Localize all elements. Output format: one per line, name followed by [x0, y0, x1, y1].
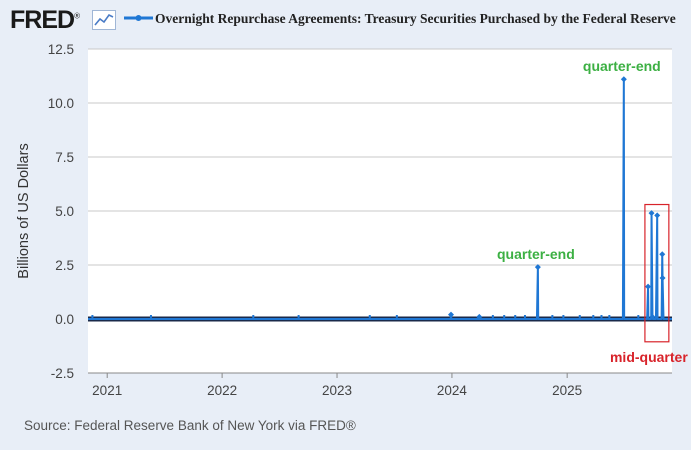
data-point	[476, 313, 483, 320]
y-tick-label: 2.5	[55, 258, 74, 273]
data-marker-small	[297, 315, 300, 319]
data-marker-small	[592, 315, 595, 319]
data-point	[659, 251, 666, 258]
x-tick-label: 2024	[437, 383, 468, 398]
data-marker-small	[523, 315, 526, 319]
data-point	[659, 274, 666, 281]
y-tick-label: 0.0	[55, 312, 74, 327]
source-note: Source: Federal Reserve Bank of New York…	[24, 418, 356, 433]
annotation-layer: quarter-end quarter-end mid-quarter	[497, 58, 688, 365]
fred-logo-text: FRED	[10, 6, 75, 34]
legend-line-swatch	[124, 15, 153, 21]
data-marker-small	[252, 315, 255, 319]
chart-title: Overnight Repurchase Agreements: Treasur…	[155, 11, 676, 26]
x-tick-label: 2021	[92, 383, 122, 398]
mid-quarter-box	[644, 203, 670, 343]
y-axis-ticks: -2.5 0.0 2.5 5.0 7.5 10.0 12.5	[48, 42, 74, 381]
y-tick-label: 10.0	[48, 96, 74, 111]
data-marker-small	[91, 315, 94, 319]
data-point	[648, 210, 655, 217]
x-tick-label: 2023	[322, 383, 352, 398]
fred-logo-reg: ®	[74, 11, 80, 21]
data-marker-small	[608, 315, 611, 319]
data-point	[534, 264, 541, 271]
data-marker-small	[637, 315, 640, 319]
x-axis-ticks: 2021 2022 2023 2024 2025	[88, 372, 672, 398]
data-point	[620, 76, 627, 83]
data-marker-small	[395, 315, 398, 319]
x-tick-label: 2025	[552, 383, 582, 398]
annotation-label: quarter-end	[497, 246, 575, 262]
y-tick-label: -2.5	[51, 366, 74, 381]
data-point	[654, 212, 661, 219]
chart-header: FRED® Overnight Repurchase Agreements: T…	[0, 0, 691, 40]
y-tick-label: 5.0	[55, 204, 74, 219]
data-marker-small	[149, 315, 152, 319]
annotation-label: quarter-end	[583, 58, 661, 74]
data-marker-small	[551, 315, 554, 319]
y-tick-label: 7.5	[55, 150, 74, 165]
fred-graph-icon	[92, 10, 116, 30]
x-tick-label: 2022	[207, 383, 237, 398]
data-point	[649, 313, 656, 320]
annotation-label: mid-quarter	[610, 349, 688, 365]
data-marker-small	[503, 315, 506, 319]
data-marker-small	[578, 315, 581, 319]
series-layer	[88, 76, 672, 322]
data-point	[447, 311, 454, 318]
y-axis-label: Billions of US Dollars	[16, 143, 32, 278]
data-marker-small	[491, 315, 494, 319]
data-marker-small	[514, 315, 517, 319]
data-point	[645, 283, 652, 290]
data-marker-small	[368, 315, 371, 319]
fred-logo[interactable]: FRED®	[10, 6, 80, 35]
data-marker-small	[600, 315, 603, 319]
y-tick-label: 12.5	[48, 42, 74, 57]
data-marker-small	[562, 315, 565, 319]
